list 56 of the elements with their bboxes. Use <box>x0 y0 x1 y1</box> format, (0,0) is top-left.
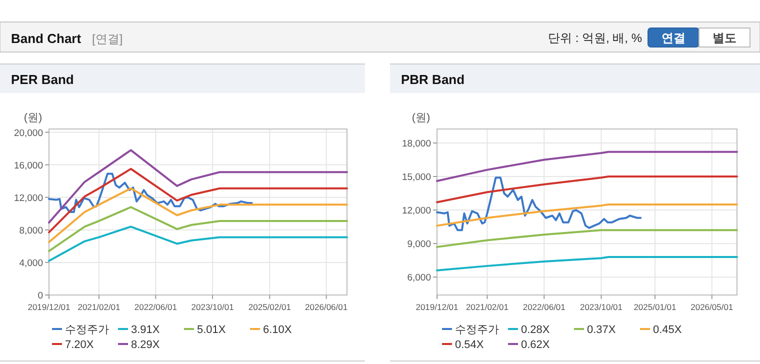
line-series <box>436 203 738 227</box>
legend-label: 5.01X <box>197 324 226 336</box>
y-axis-title: (원) <box>412 112 430 124</box>
legend-label: 0.45X <box>653 324 682 336</box>
legend-label: 3.91X <box>131 324 160 336</box>
line-series <box>48 172 253 213</box>
legend-label: 수정주가 <box>455 324 499 336</box>
x-tick-label: 2022/06/01 <box>522 302 566 312</box>
legend-label: 수정주가 <box>65 324 109 336</box>
line-series <box>436 176 642 232</box>
text: Band Chart <box>11 31 82 46</box>
line-series <box>48 226 348 262</box>
y-tick-label: 6,000 <box>407 272 431 284</box>
text: 연결 <box>662 31 686 45</box>
y-tick-label: 15,000 <box>402 172 431 184</box>
x-tick-label: 2026/06/01 <box>305 302 348 312</box>
chart-title: PER Band <box>11 72 74 87</box>
x-tick-label: 2019/12/01 <box>28 302 71 312</box>
line-series <box>48 206 348 252</box>
legend-label: 0.62X <box>521 339 550 351</box>
y-tick-label: 16,000 <box>14 160 43 172</box>
y-tick-label: 12,000 <box>14 192 43 204</box>
line-series <box>436 256 738 272</box>
chart-title: PBR Band <box>401 72 465 87</box>
line-series <box>436 229 738 248</box>
y-tick-label: 4,000 <box>19 258 43 269</box>
legend-label: 0.28X <box>521 324 550 336</box>
line-series <box>48 187 348 244</box>
y-tick-label: 9,000 <box>407 239 431 250</box>
y-tick-label: 0 <box>38 290 43 302</box>
x-tick-label: 2022/06/01 <box>134 302 178 312</box>
text: [연결] <box>92 32 123 46</box>
line-series <box>48 149 348 224</box>
x-tick-label: 2025/02/01 <box>248 302 292 312</box>
x-tick-label: 2019/12/01 <box>416 302 459 312</box>
text: 별도 <box>712 31 736 45</box>
x-tick-label: 2023/10/01 <box>580 302 623 312</box>
legend-label: 7.20X <box>65 339 94 351</box>
line-series <box>436 176 738 204</box>
line-series <box>436 150 738 182</box>
x-tick-label: 2021/02/01 <box>466 302 509 312</box>
y-tick-label: 20,000 <box>14 128 43 139</box>
text: 단위 : 억원, 배, % <box>548 31 642 45</box>
line-series <box>48 168 348 234</box>
y-axis-title: (원) <box>24 112 42 124</box>
x-tick-label: 2021/02/01 <box>78 302 121 312</box>
x-tick-label: 2025/01/01 <box>634 302 677 312</box>
x-tick-label: 2026/05/01 <box>690 302 734 312</box>
legend-label: 6.10X <box>263 324 292 336</box>
x-tick-label: 2023/10/01 <box>191 302 234 312</box>
legend-label: 8.29X <box>131 339 160 351</box>
y-tick-label: 18,000 <box>402 138 431 150</box>
legend-label: 0.37X <box>587 324 616 336</box>
legend-label: 0.54X <box>455 339 484 351</box>
y-tick-label: 12,000 <box>402 206 431 217</box>
y-tick-label: 8,000 <box>19 225 43 236</box>
